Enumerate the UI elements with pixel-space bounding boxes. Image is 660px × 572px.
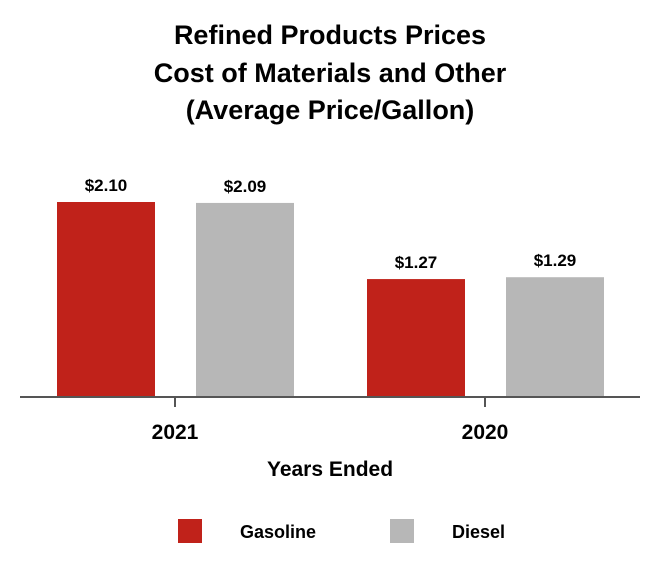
- x-tick-label-2021: 2021: [152, 421, 199, 444]
- chart-title: Refined Products Prices Cost of Material…: [154, 20, 507, 125]
- plot-area: $2.10 $2.09 $1.27 $1.29: [57, 176, 604, 397]
- bar-gasoline-2021: [57, 202, 155, 397]
- legend-swatch-diesel: [390, 519, 414, 543]
- legend: Gasoline Diesel: [178, 519, 505, 543]
- data-label-gasoline-2021: $2.10: [85, 176, 128, 195]
- chart-title-line-1: Refined Products Prices: [174, 20, 486, 50]
- legend-label-gasoline: Gasoline: [240, 522, 316, 542]
- data-label-diesel-2020: $1.29: [534, 251, 577, 270]
- bar-diesel-2020: [506, 277, 604, 397]
- x-axis-title: Years Ended: [267, 458, 393, 481]
- data-label-diesel-2021: $2.09: [224, 177, 267, 196]
- x-axis-tick-labels: 2021 2020: [152, 421, 509, 444]
- legend-label-diesel: Diesel: [452, 522, 505, 542]
- bar-diesel-2021: [196, 202, 294, 397]
- chart-title-line-2: Cost of Materials and Other: [154, 58, 507, 88]
- chart-title-line-3: (Average Price/Gallon): [186, 95, 475, 125]
- bar-gasoline-2020: [367, 279, 465, 397]
- legend-swatch-gasoline: [178, 519, 202, 543]
- x-tick-label-2020: 2020: [462, 421, 509, 444]
- x-axis-ticks: [174, 397, 486, 407]
- data-label-gasoline-2020: $1.27: [395, 253, 438, 272]
